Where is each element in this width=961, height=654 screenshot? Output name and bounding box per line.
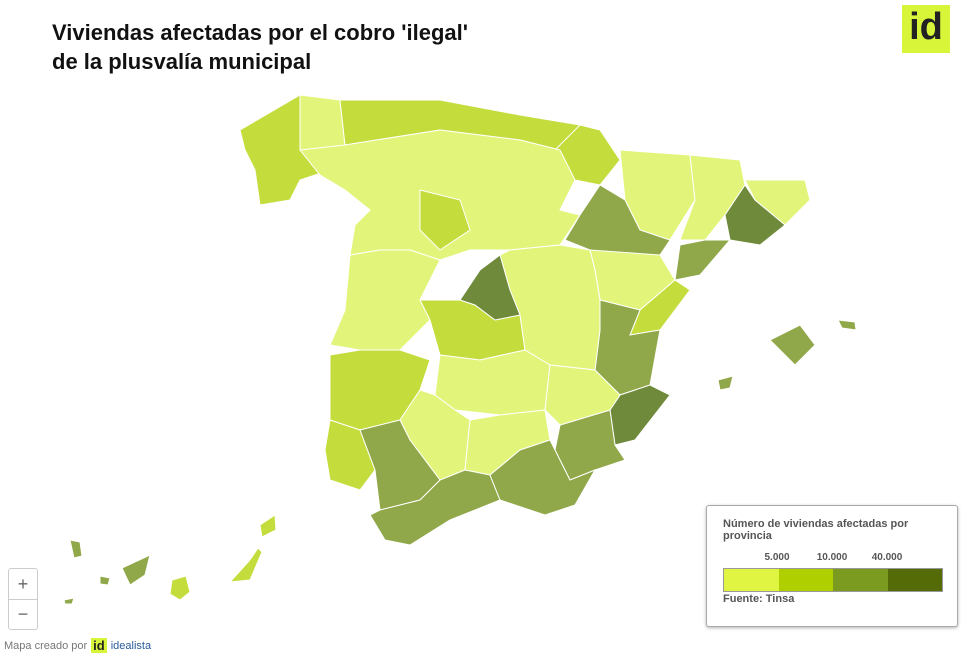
province <box>169 575 191 601</box>
legend: Número de viviendas afectadas por provin… <box>706 505 958 627</box>
legend-title: Número de viviendas afectadas por provin… <box>723 518 909 542</box>
title-line: Viviendas afectadas por el cobro 'ilegal… <box>52 20 468 45</box>
province <box>69 539 83 559</box>
logo[interactable]: id <box>902 5 950 53</box>
province <box>121 554 151 586</box>
province <box>717 375 734 391</box>
footer-logo[interactable]: id <box>91 638 107 653</box>
province <box>259 514 277 538</box>
province <box>769 324 816 366</box>
province <box>228 547 263 583</box>
province <box>724 184 786 246</box>
legend-swatch <box>887 569 942 591</box>
legend-source: Fuente: Tinsa <box>723 593 795 605</box>
provinces <box>63 94 857 605</box>
province <box>459 254 521 321</box>
province <box>434 349 551 416</box>
legend-tick: 40.000 <box>871 552 903 563</box>
footer: Mapa creado por id idealista <box>4 638 151 653</box>
legend-tick: 5.000 <box>764 552 790 563</box>
zoom-out[interactable]: − <box>17 604 29 624</box>
province <box>419 189 471 251</box>
legend-scale <box>723 568 943 592</box>
province <box>679 154 746 241</box>
legend-swatch <box>833 569 888 591</box>
title-line: de la plusvalía municipal <box>52 49 312 74</box>
brand-link[interactable]: idealista <box>110 639 152 652</box>
credit: Mapa creado por <box>4 639 88 652</box>
title: Viviendas afectadas por el cobro 'ilegal… <box>52 18 468 76</box>
zoom-in[interactable]: + <box>9 569 37 600</box>
province <box>674 239 732 281</box>
legend-swatch <box>778 569 833 591</box>
province <box>489 439 597 516</box>
zoom-control: + − <box>8 568 38 630</box>
legend-swatch <box>724 569 779 591</box>
province <box>99 575 111 586</box>
province <box>63 597 75 605</box>
province <box>837 319 857 331</box>
legend-tick: 10.000 <box>816 552 848 563</box>
